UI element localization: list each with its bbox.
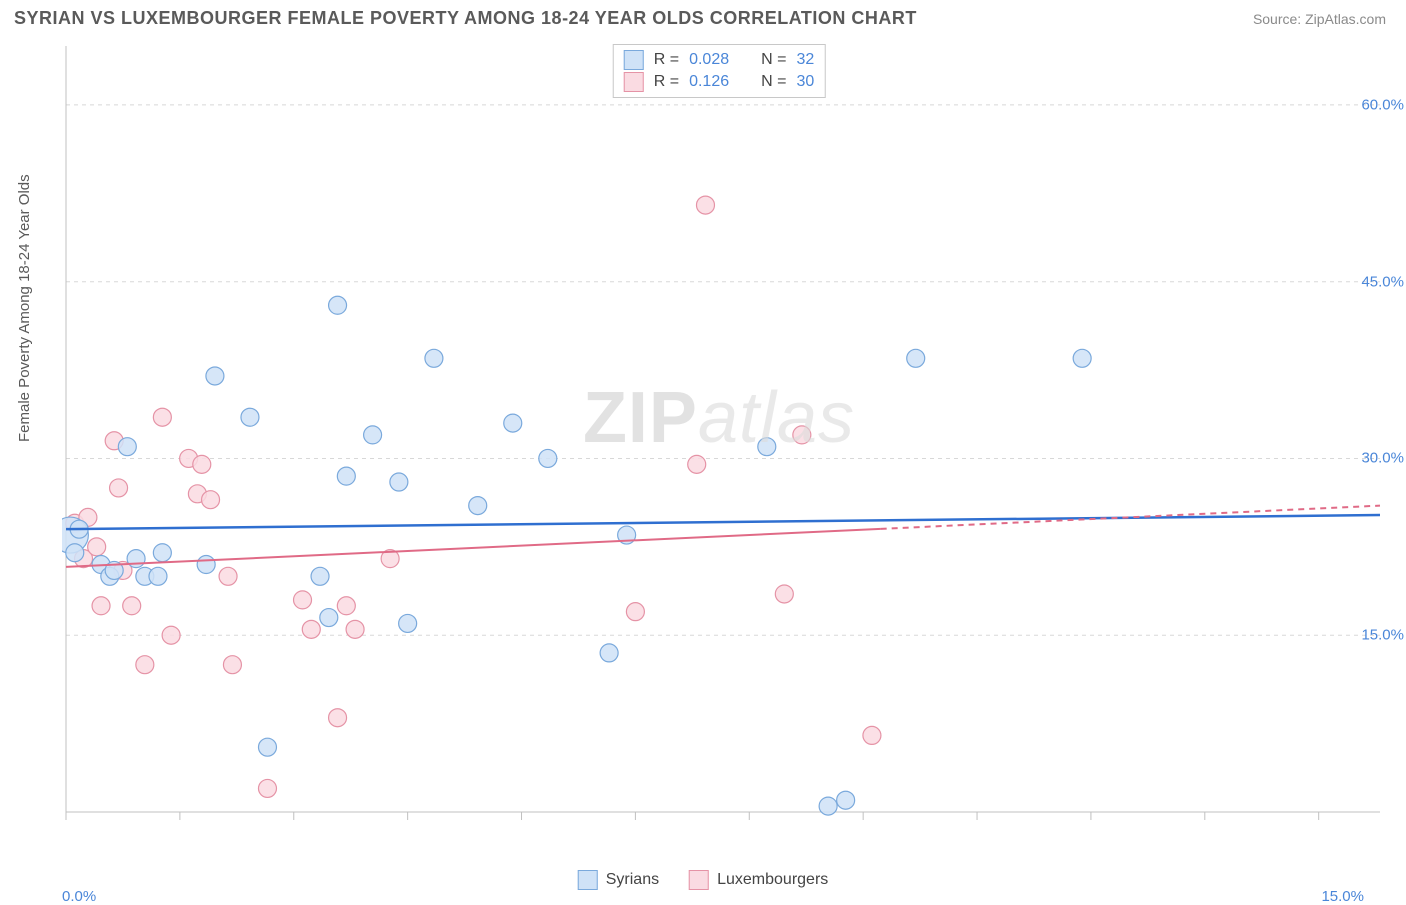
legend-label: Luxembourgers	[717, 871, 828, 889]
n-label: N =	[761, 71, 786, 93]
r-label: R =	[654, 49, 679, 71]
legend-swatch-icon	[578, 870, 598, 890]
x-tick-max: 15.0%	[1321, 888, 1364, 905]
chart-header: SYRIAN VS LUXEMBOURGER FEMALE POVERTY AM…	[0, 0, 1406, 33]
legend-row-luxembourgers: R = 0.126 N = 30	[624, 71, 815, 93]
y-tick-label: 30.0%	[1344, 450, 1404, 467]
x-tick-min: 0.0%	[62, 888, 96, 905]
y-tick-label: 60.0%	[1344, 96, 1404, 113]
y-tick-label: 45.0%	[1344, 273, 1404, 290]
n-value: 32	[796, 49, 814, 71]
chart-area: Female Poverty Among 18-24 Year Olds R =…	[48, 42, 1390, 842]
legend-label: Syrians	[606, 871, 659, 889]
y-axis-label: Female Poverty Among 18-24 Year Olds	[16, 174, 33, 442]
r-value: 0.126	[689, 71, 729, 93]
n-label: N =	[761, 49, 786, 71]
legend-series: Syrians Luxembourgers	[578, 870, 829, 890]
r-value: 0.028	[689, 49, 729, 71]
r-label: R =	[654, 71, 679, 93]
n-value: 30	[796, 71, 814, 93]
legend-item-syrians: Syrians	[578, 870, 659, 890]
scatter-plot	[62, 42, 1384, 842]
source-label: Source: ZipAtlas.com	[1253, 11, 1386, 27]
y-tick-label: 15.0%	[1344, 627, 1404, 644]
legend-row-syrians: R = 0.028 N = 32	[624, 49, 815, 71]
legend-correlation: R = 0.028 N = 32 R = 0.126 N = 30	[613, 44, 826, 98]
legend-item-luxembourgers: Luxembourgers	[689, 870, 828, 890]
legend-swatch-icon	[689, 870, 709, 890]
chart-title: SYRIAN VS LUXEMBOURGER FEMALE POVERTY AM…	[14, 8, 917, 29]
legend-swatch-icon	[624, 72, 644, 92]
legend-swatch-icon	[624, 50, 644, 70]
